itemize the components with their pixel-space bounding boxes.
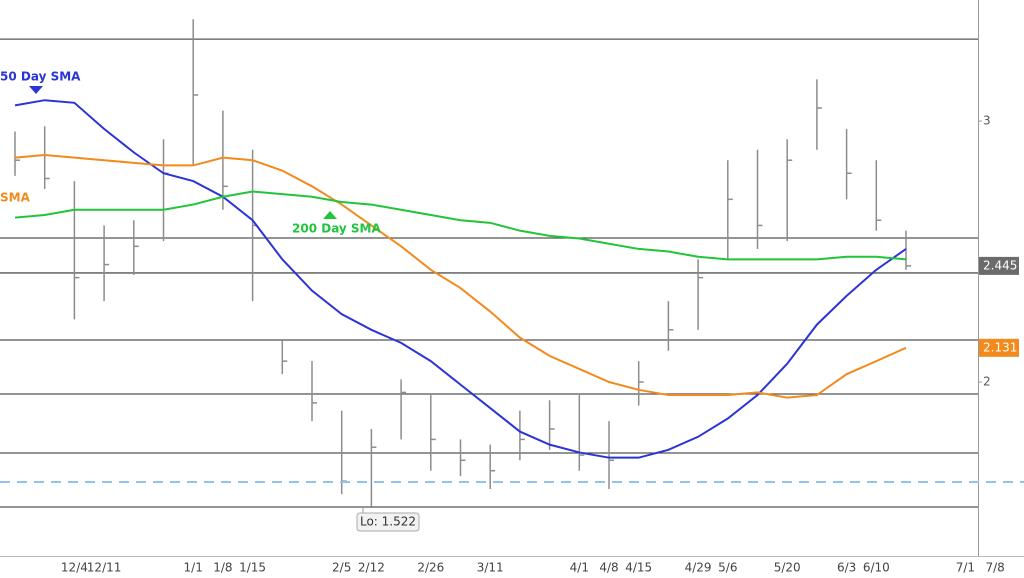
- plot: [0, 19, 978, 508]
- x-tick-label: 1/15: [239, 561, 266, 575]
- last-value-box: [979, 256, 1019, 275]
- last-value-label: 2.131: [983, 340, 1017, 354]
- series-label: SMA: [0, 191, 31, 205]
- series-marker: [29, 86, 43, 94]
- x-tick-label: 2/5: [332, 561, 351, 575]
- x-tick-label: 5/20: [774, 561, 801, 575]
- sma-line: [14, 99, 907, 459]
- x-tick-label: 2/12: [358, 561, 385, 575]
- sma-line: [14, 153, 907, 399]
- x-tick-label: 2/26: [417, 561, 444, 575]
- x-tick-label: 3/11: [477, 561, 504, 575]
- x-tick-label: 5/6: [718, 561, 737, 575]
- x-tick-label: 12/4: [61, 561, 88, 575]
- last-value-box: [979, 338, 1019, 357]
- x-tick-label: 6/3: [837, 561, 856, 575]
- x-tick-label: 4/15: [625, 561, 652, 575]
- series-label: 50 Day SMA: [0, 70, 81, 84]
- y-tick-label: 2: [983, 375, 991, 389]
- x-tick-label: 4/8: [599, 561, 618, 575]
- last-value-label: 2.445: [983, 258, 1017, 272]
- x-tick-label: 12/11: [87, 561, 122, 575]
- x-tick-label: 7/1: [956, 561, 975, 575]
- annotation-box: [356, 512, 420, 532]
- x-tick-label: 4/1: [570, 561, 589, 575]
- annotation: Lo: 1.522: [360, 515, 416, 529]
- y-tick-label: 3: [983, 114, 991, 128]
- x-tick-label: 6/10: [863, 561, 890, 575]
- series-marker: [323, 211, 337, 219]
- sma-line: [14, 190, 907, 261]
- series-label: 200 Day SMA: [292, 222, 382, 236]
- x-tick-label: 7/8: [985, 561, 1004, 575]
- x-tick-label: 1/8: [213, 561, 232, 575]
- x-tick-label: 4/29: [685, 561, 712, 575]
- x-tick-label: 1/1: [184, 561, 203, 575]
